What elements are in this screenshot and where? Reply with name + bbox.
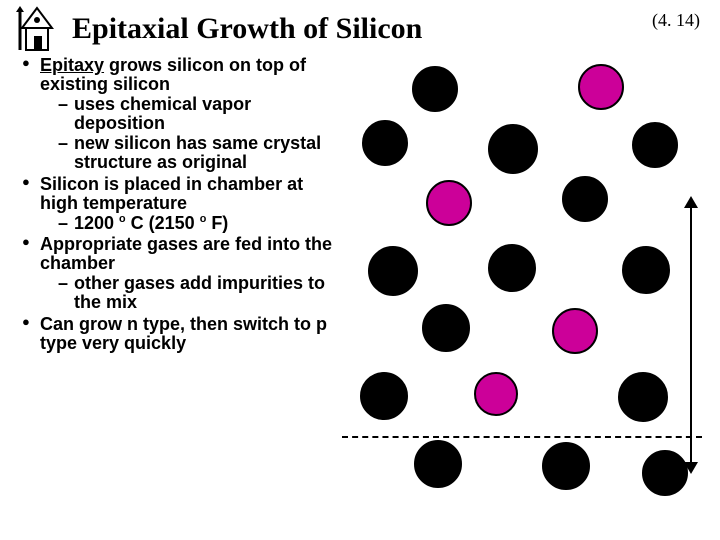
atom-pink bbox=[552, 308, 598, 354]
bullet-2: Silicon is placed in chamber at high tem… bbox=[22, 175, 342, 233]
vertical-arrow-icon bbox=[684, 196, 698, 474]
header: Epitaxial Growth of Silicon bbox=[0, 0, 720, 52]
bullet-3: Appropriate gases are fed into the chamb… bbox=[22, 235, 342, 313]
logo-icon bbox=[14, 6, 60, 52]
bullet-2-text: Silicon is placed in chamber at high tem… bbox=[40, 174, 303, 213]
atom-black bbox=[642, 450, 688, 496]
text-column: Epitaxy grows silicon on top of existing… bbox=[22, 56, 342, 506]
slide: (4. 14) Epitaxial Growth of Silicon Epit… bbox=[0, 0, 720, 540]
atom-black bbox=[362, 120, 408, 166]
page-number: (4. 14) bbox=[652, 10, 700, 31]
atom-black bbox=[368, 246, 418, 296]
page-title: Epitaxial Growth of Silicon bbox=[72, 12, 422, 46]
bullet-1: Epitaxy grows silicon on top of existing… bbox=[22, 56, 342, 173]
bullet-1-key: Epitaxy bbox=[40, 55, 104, 75]
atom-pink bbox=[426, 180, 472, 226]
atom-pink bbox=[578, 64, 624, 110]
bullet-3-sub-1: other gases add impurities to the mix bbox=[58, 274, 342, 313]
atom-black bbox=[412, 66, 458, 112]
atom-black bbox=[562, 176, 608, 222]
atom-black bbox=[422, 304, 470, 352]
bullet-1-sub-1: uses chemical vapor deposition bbox=[58, 95, 342, 134]
atom-black bbox=[622, 246, 670, 294]
bullet-1-sub-2: new silicon has same crystal structure a… bbox=[58, 134, 342, 173]
atom-black bbox=[632, 122, 678, 168]
atom-black bbox=[360, 372, 408, 420]
atom-black bbox=[488, 244, 536, 292]
bullet-3-text: Appropriate gases are fed into the chamb… bbox=[40, 234, 332, 273]
content: Epitaxy grows silicon on top of existing… bbox=[0, 52, 720, 506]
bullet-4: Can grow n type, then switch to p type v… bbox=[22, 315, 342, 354]
atom-black bbox=[618, 372, 668, 422]
atom-black bbox=[542, 442, 590, 490]
atom-pink bbox=[474, 372, 518, 416]
bullet-2-sub-1: 1200 o C (2150 o F) bbox=[58, 214, 342, 233]
dashed-line bbox=[342, 436, 702, 438]
atom-black bbox=[414, 440, 462, 488]
atom-diagram bbox=[342, 56, 702, 506]
atom-black bbox=[488, 124, 538, 174]
